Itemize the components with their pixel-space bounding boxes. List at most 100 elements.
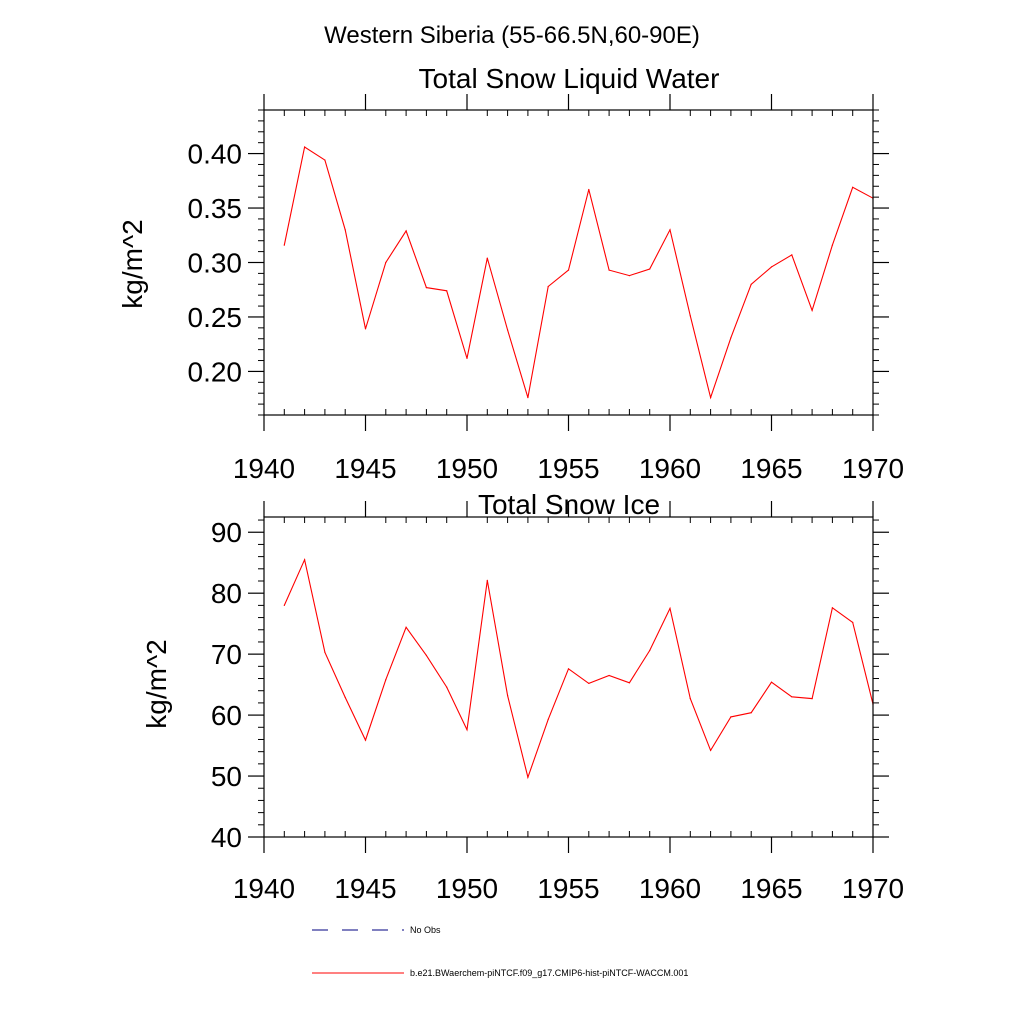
data-point [791, 254, 793, 256]
x-tick-label: 1965 [740, 453, 802, 484]
plot-frame [263, 109, 874, 416]
chart-title: Total Snow Liquid Water [419, 63, 720, 94]
data-point [831, 244, 834, 246]
data-point [770, 681, 773, 683]
data-point [628, 682, 631, 684]
series-line [283, 146, 874, 400]
y-tick-label: 0.35 [188, 193, 243, 224]
tick-labels: 1940 1945 1950 1955 1960 1965 1970 40 50 60 70 80 90 [211, 517, 904, 904]
data-point [669, 607, 671, 610]
x-tick-label: 1940 [233, 873, 295, 904]
y-tick-label: 80 [211, 578, 242, 609]
data-point [689, 315, 691, 317]
data-point [567, 269, 570, 271]
data-point [750, 283, 752, 285]
data-point [425, 287, 427, 289]
data-point [304, 146, 306, 148]
plot-frame [263, 516, 874, 838]
data-point [649, 268, 651, 270]
legend-label-no-obs: No Obs [410, 925, 441, 935]
data-point [547, 285, 549, 288]
x-tick-label: 1940 [233, 453, 295, 484]
data-point [588, 682, 590, 685]
x-tick-label: 1950 [436, 453, 498, 484]
legend-label-model: b.e21.BWaerchem-piNTCF.f09_g17.CMIP6-his… [410, 968, 688, 978]
data-point [304, 559, 306, 561]
legend: No Obs b.e21.BWaerchem-piNTCF.f09_g17.CM… [312, 925, 688, 978]
series-group [283, 146, 874, 400]
series-line [283, 557, 874, 780]
data-point [852, 186, 854, 188]
data-point [547, 718, 549, 721]
figure-title: Western Siberia (55-66.5N,60-90E) [324, 22, 700, 49]
data-point [831, 607, 834, 609]
data-point [588, 188, 590, 191]
data-point [385, 679, 387, 681]
x-tick-label: 1955 [537, 873, 599, 904]
data-point [507, 695, 509, 697]
data-point [405, 626, 407, 628]
data-point [364, 739, 367, 741]
data-point [283, 244, 285, 246]
data-point [466, 729, 468, 731]
y-tick-label: 0.20 [188, 356, 243, 387]
data-point [811, 309, 813, 311]
data-point [527, 397, 529, 399]
series-group [283, 557, 874, 780]
y-tick-label: 0.25 [188, 302, 243, 333]
minor-ticks [258, 109, 879, 416]
data-point [446, 686, 448, 688]
chart-panel-snow-liquid-water: Total Snow Liquid Water kg/m^2 1940 1945 1… [117, 63, 904, 484]
x-tick-label: 1945 [334, 873, 396, 904]
data-point [385, 261, 387, 264]
y-axis-label: kg/m^2 [141, 639, 172, 728]
y-tick-label: 0.30 [188, 248, 243, 279]
data-point [852, 621, 854, 624]
data-point [750, 712, 752, 714]
x-tick-label: 1970 [842, 453, 904, 484]
data-point [770, 266, 773, 268]
data-point [486, 579, 488, 582]
major-ticks [248, 94, 889, 431]
data-point [364, 328, 367, 330]
data-point [730, 337, 732, 339]
data-point [669, 229, 671, 231]
data-point [689, 698, 691, 700]
data-point [507, 329, 509, 331]
x-tick-label: 1970 [842, 873, 904, 904]
y-axis-label: kg/m^2 [117, 219, 148, 308]
data-point [608, 674, 610, 677]
data-point [425, 654, 427, 657]
data-point [608, 269, 610, 271]
y-tick-label: 0.40 [188, 139, 243, 170]
x-tick-label: 1955 [537, 453, 599, 484]
y-tick-label: 90 [211, 517, 242, 548]
x-tick-label: 1945 [334, 453, 396, 484]
y-tick-label: 70 [211, 639, 242, 670]
data-point [791, 696, 793, 698]
data-point [324, 159, 326, 161]
data-point [730, 716, 732, 718]
data-point [466, 357, 468, 359]
tick-labels: 1940 1945 1950 1955 1960 1965 1970 0.20 0.25 0.30… [188, 139, 905, 484]
data-point [527, 776, 529, 778]
data-point [486, 257, 488, 259]
y-tick-label: 40 [211, 822, 242, 853]
data-point [649, 649, 651, 652]
data-point [811, 698, 813, 700]
data-point [344, 696, 346, 699]
x-tick-label: 1950 [436, 873, 498, 904]
data-point [446, 290, 448, 292]
data-point [567, 668, 570, 670]
major-ticks [248, 501, 889, 853]
x-tick-label: 1965 [740, 873, 802, 904]
minor-ticks [258, 517, 879, 837]
y-tick-label: 60 [211, 700, 242, 731]
data-point [405, 230, 407, 232]
legend-item-no-obs: No Obs [312, 925, 441, 935]
chart-panel-snow-ice: Total Snow Ice kg/m^2 1940 1945 1950 1955 19… [141, 489, 904, 904]
data-point [324, 651, 326, 653]
data-point [283, 604, 285, 607]
data-point [628, 275, 631, 277]
